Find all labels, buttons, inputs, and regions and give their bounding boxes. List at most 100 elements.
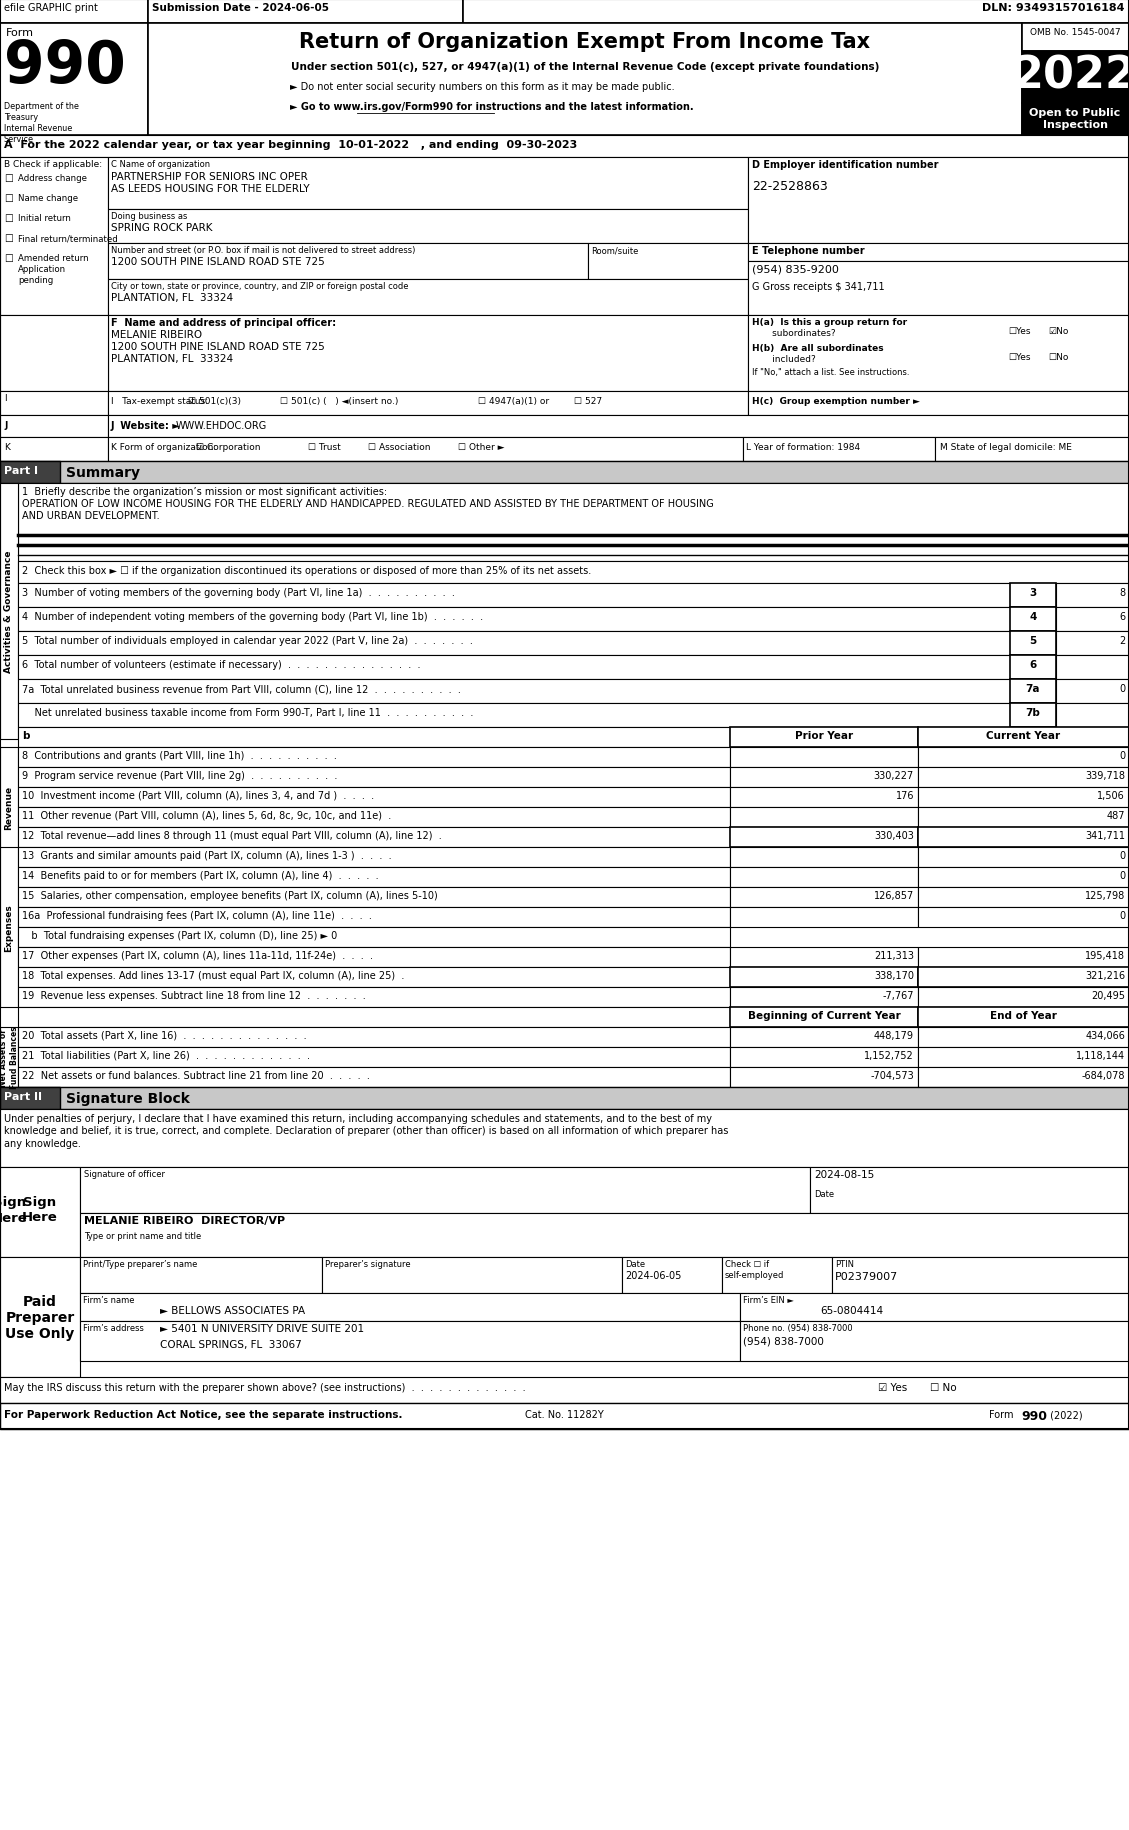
Text: ☐: ☐ <box>5 194 12 203</box>
Bar <box>18 847 730 867</box>
Bar <box>918 847 1129 867</box>
Text: 341,711: 341,711 <box>1085 831 1124 840</box>
Text: Beginning of Current Year: Beginning of Current Year <box>747 1010 900 1021</box>
Bar <box>108 392 749 415</box>
Text: 434,066: 434,066 <box>1085 1030 1124 1041</box>
Text: Part II: Part II <box>5 1091 42 1102</box>
Text: ► Go to www.irs.gov/Form990 for instructions and the latest information.: ► Go to www.irs.gov/Form990 for instruct… <box>290 102 693 112</box>
Text: 12  Total revenue—add lines 8 through 11 (must equal Part VIII, column (A), line: 12 Total revenue—add lines 8 through 11 … <box>21 831 441 840</box>
Bar <box>18 988 730 1008</box>
Bar <box>832 1257 1129 1294</box>
Text: L Year of formation: 1984: L Year of formation: 1984 <box>746 443 860 452</box>
Text: OPERATION OF LOW INCOME HOUSING FOR THE ELDERLY AND HANDICAPPED. REGULATED AND A: OPERATION OF LOW INCOME HOUSING FOR THE … <box>21 500 714 509</box>
Bar <box>1056 631 1129 655</box>
Text: 338,170: 338,170 <box>874 970 914 981</box>
Bar <box>18 562 1129 584</box>
Bar <box>1010 584 1056 608</box>
Text: ☐ 4947(a)(1) or: ☐ 4947(a)(1) or <box>478 397 549 406</box>
Bar <box>749 243 1129 262</box>
Text: 6: 6 <box>1119 611 1124 622</box>
Bar <box>1010 679 1056 703</box>
Text: ☐: ☐ <box>5 214 12 223</box>
Bar <box>18 608 1010 631</box>
Bar <box>1056 655 1129 679</box>
Text: 1200 SOUTH PINE ISLAND ROAD STE 725: 1200 SOUTH PINE ISLAND ROAD STE 725 <box>111 342 325 351</box>
Bar <box>463 0 1129 24</box>
Bar <box>730 1067 918 1087</box>
Bar <box>749 262 1129 317</box>
Text: 7b: 7b <box>1025 708 1041 717</box>
Bar <box>0 461 60 483</box>
Text: ☐ No: ☐ No <box>930 1382 956 1393</box>
Text: 14  Benefits paid to or for members (Part IX, column (A), line 4)  .  .  .  .  .: 14 Benefits paid to or for members (Part… <box>21 871 378 880</box>
Text: PTIN: PTIN <box>835 1259 854 1268</box>
Text: 6: 6 <box>1030 659 1036 670</box>
Bar <box>622 1257 723 1294</box>
Bar <box>0 1109 1129 1168</box>
Text: 20,495: 20,495 <box>1091 990 1124 1001</box>
Bar <box>0 392 108 415</box>
Bar <box>0 1027 18 1087</box>
Text: C Name of organization: C Name of organization <box>111 159 210 168</box>
Bar <box>18 483 1129 562</box>
Text: 195,418: 195,418 <box>1085 950 1124 961</box>
Bar <box>1010 655 1056 679</box>
Text: Signature of officer: Signature of officer <box>84 1169 165 1179</box>
Text: Number and street (or P.O. box if mail is not delivered to street address): Number and street (or P.O. box if mail i… <box>111 245 415 254</box>
Bar <box>0 1257 80 1378</box>
Bar <box>1056 703 1129 728</box>
Bar <box>1010 703 1056 728</box>
Text: MELANIE RIBEIRO  DIRECTOR/VP: MELANIE RIBEIRO DIRECTOR/VP <box>84 1215 286 1226</box>
Text: 15  Salaries, other compensation, employee benefits (Part IX, column (A), lines : 15 Salaries, other compensation, employe… <box>21 891 438 900</box>
Text: 330,403: 330,403 <box>874 831 914 840</box>
Text: 8: 8 <box>1119 587 1124 598</box>
Bar <box>918 948 1129 968</box>
Bar <box>18 908 730 928</box>
Bar <box>730 807 918 827</box>
Text: Check ☐ if: Check ☐ if <box>725 1259 769 1268</box>
Bar <box>1056 679 1129 703</box>
Bar <box>730 908 918 928</box>
Text: 990: 990 <box>5 38 125 95</box>
Bar <box>739 1294 1129 1321</box>
Text: Doing business as: Doing business as <box>111 212 187 221</box>
Text: Open to Public
Inspection: Open to Public Inspection <box>1030 108 1121 130</box>
Text: Sign
Here: Sign Here <box>23 1195 58 1222</box>
Bar <box>18 1067 730 1087</box>
Bar <box>0 483 18 739</box>
Bar <box>730 867 918 888</box>
Text: ☐: ☐ <box>5 174 12 183</box>
Text: Room/suite: Room/suite <box>590 245 638 254</box>
Text: K: K <box>5 443 10 452</box>
Text: I: I <box>5 393 7 403</box>
Text: Sign
Here: Sign Here <box>0 1195 28 1224</box>
Text: Phone no. (954) 838-7000: Phone no. (954) 838-7000 <box>743 1323 852 1332</box>
Text: Name change: Name change <box>18 194 78 203</box>
Text: 2022: 2022 <box>1013 53 1129 97</box>
Text: SPRING ROCK PARK: SPRING ROCK PARK <box>111 223 212 232</box>
Text: ☐: ☐ <box>5 234 12 243</box>
Bar <box>749 317 1129 392</box>
Text: Print/Type preparer’s name: Print/Type preparer’s name <box>84 1259 198 1268</box>
Bar <box>749 157 1129 243</box>
Bar <box>80 1213 1129 1257</box>
Text: PARTNERSHIP FOR SENIORS INC OPER: PARTNERSHIP FOR SENIORS INC OPER <box>111 172 308 181</box>
Text: 4: 4 <box>1030 611 1036 622</box>
Text: Net Assets or
Fund Balances: Net Assets or Fund Balances <box>0 1027 19 1089</box>
Text: I   Tax-exempt status:: I Tax-exempt status: <box>111 397 208 406</box>
Bar <box>0 0 148 24</box>
Bar <box>18 703 1010 728</box>
Text: A  For the 2022 calendar year, or tax year beginning  10-01-2022   , and ending : A For the 2022 calendar year, or tax yea… <box>5 139 577 150</box>
Text: ► Do not enter social security numbers on this form as it may be made public.: ► Do not enter social security numbers o… <box>290 82 675 92</box>
Text: OMB No. 1545-0047: OMB No. 1545-0047 <box>1030 27 1120 37</box>
Text: 0: 0 <box>1119 851 1124 860</box>
Text: 3  Number of voting members of the governing body (Part VI, line 1a)  .  .  .  .: 3 Number of voting members of the govern… <box>21 587 455 598</box>
Text: B Check if applicable:: B Check if applicable: <box>5 159 102 168</box>
Text: End of Year: End of Year <box>990 1010 1057 1021</box>
Text: PLANTATION, FL  33324: PLANTATION, FL 33324 <box>111 353 233 364</box>
Text: Under penalties of perjury, I declare that I have examined this return, includin: Under penalties of perjury, I declare th… <box>5 1113 728 1147</box>
Bar <box>18 787 730 807</box>
Text: H(b)  Are all subordinates: H(b) Are all subordinates <box>752 344 884 353</box>
Text: J: J <box>5 421 8 430</box>
Bar <box>0 1087 1129 1109</box>
